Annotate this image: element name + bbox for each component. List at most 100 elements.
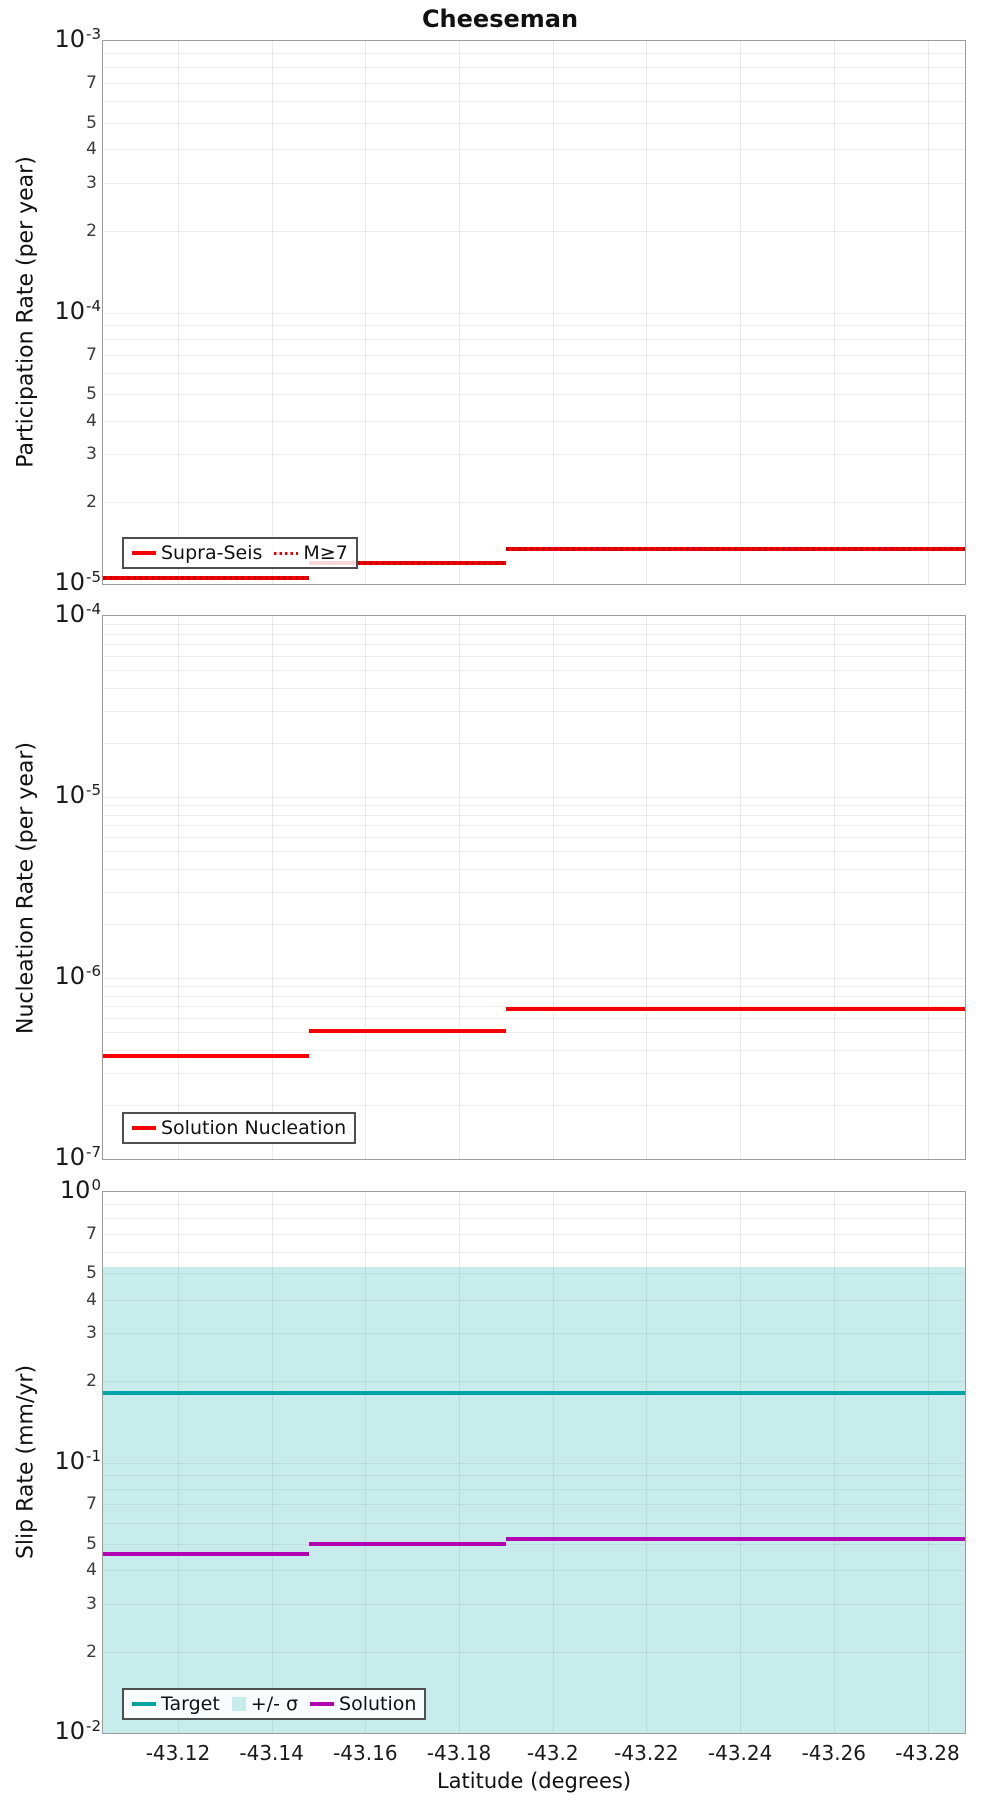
x-tick-label: -43.28: [895, 1741, 960, 1765]
x-tick-label: -43.24: [707, 1741, 773, 1765]
y-tick-exponent: -5: [86, 781, 101, 799]
legend-item-solution-nucleation: Solution Nucleation: [132, 1117, 346, 1139]
gridline-x: [271, 616, 273, 1159]
gridline-x: [365, 616, 367, 1159]
gridline-y: [103, 1603, 965, 1605]
y-axis-label-nucleation: Nucleation Rate (per year): [13, 742, 39, 1034]
y-tick-exponent: 0: [91, 1176, 101, 1194]
gridline-y: [103, 1381, 965, 1383]
gridline-y: [103, 670, 965, 672]
y-minor-tick-label: 7: [86, 1494, 97, 1515]
series-solution-segment: [103, 1551, 310, 1556]
gridline-y: [103, 1543, 965, 1545]
gridline-y: [103, 1462, 965, 1464]
gridline-y: [103, 1006, 965, 1008]
y-tick-label-nucleation: 10-6: [54, 962, 101, 990]
gridline-y: [103, 101, 965, 103]
gridline-y: [103, 869, 965, 871]
gridline-y: [103, 851, 965, 853]
line-swatch-icon: [274, 551, 299, 555]
gridline-x: [927, 41, 929, 584]
legend-item-target: Target: [132, 1693, 220, 1715]
gridline-x: [459, 41, 461, 584]
y-tick-exponent: -2: [86, 1717, 101, 1735]
gridline-y: [103, 312, 965, 314]
gridline-y: [103, 1018, 965, 1020]
series-m-7-segment: [505, 546, 965, 551]
panel-slip: Target +/- σ Solution: [102, 1191, 966, 1734]
gridline-y: [103, 1104, 965, 1106]
gridline-y: [103, 354, 965, 356]
series-solution-nucleation-segment: [309, 1028, 506, 1033]
gridline-x: [927, 1192, 929, 1733]
gridline-y: [103, 67, 965, 69]
gridline-y: [103, 53, 965, 55]
series-m-7-segment: [309, 560, 506, 565]
gridline-x: [177, 1192, 179, 1733]
legend-label: Supra-Seis: [161, 542, 263, 564]
gridline-y: [103, 1651, 965, 1653]
y-tick-exponent: -5: [86, 568, 101, 586]
gridline-y: [103, 825, 965, 827]
sigma-band: [103, 1266, 965, 1733]
panel-nucleation: Solution Nucleation: [102, 615, 966, 1160]
gridline-y: [103, 1072, 965, 1074]
gridline-y: [103, 814, 965, 816]
gridline-x: [552, 616, 554, 1159]
gridline-x: [459, 1192, 461, 1733]
gridline-x: [552, 1192, 554, 1733]
gridline-x: [365, 1192, 367, 1733]
gridline-y: [103, 1050, 965, 1052]
series-m-7-segment: [103, 576, 310, 581]
gridline-x: [646, 1192, 648, 1733]
gridline-y: [103, 891, 965, 893]
legend-participation: Supra-Seis M≥7: [122, 537, 358, 569]
gridline-y: [103, 1252, 965, 1253]
gridline-y: [103, 1032, 965, 1034]
gridline-x: [177, 41, 179, 584]
gridline-y: [103, 633, 965, 635]
y-tick-exponent: -4: [86, 600, 101, 618]
line-swatch-icon: [132, 551, 156, 555]
y-minor-tick-label: 3: [86, 1593, 97, 1614]
line-swatch-icon: [310, 1702, 335, 1706]
gridline-y: [103, 995, 965, 997]
y-tick-exponent: -1: [86, 1446, 101, 1465]
gridline-x: [833, 41, 835, 584]
legend-label: +/- σ: [250, 1693, 299, 1715]
legend-item-supra-seis: Supra-Seis: [132, 542, 262, 564]
sigma-swatch-icon: [231, 1697, 246, 1711]
y-tick-exponent: -4: [86, 296, 101, 315]
series-target-segment: [103, 1391, 965, 1396]
gridline-x: [646, 616, 648, 1159]
x-tick-label: -43.12: [145, 1741, 211, 1765]
gridline-y: [103, 1204, 965, 1206]
series-solution-nucleation-segment: [505, 1007, 965, 1012]
gridline-x: [271, 1192, 273, 1733]
legend-item-item: +/- σ: [231, 1693, 299, 1715]
y-tick-label-participation: 10-5: [54, 568, 101, 596]
y-tick-label-slip: 10-1: [54, 1446, 101, 1475]
legend-nucleation: Solution Nucleation: [122, 1112, 357, 1144]
y-tick-label-participation: 10-4: [54, 296, 101, 325]
y-tick-exponent: -3: [86, 25, 101, 43]
gridline-y: [103, 1273, 965, 1275]
y-tick-label-nucleation: 10-4: [54, 600, 101, 628]
y-tick-label-participation: 10-3: [54, 25, 101, 53]
gridline-y: [103, 1218, 965, 1220]
x-tick-label: -43.18: [426, 1741, 492, 1765]
gridline-y: [103, 182, 965, 184]
y-minor-tick-label: 2: [86, 1371, 97, 1392]
gridline-x: [927, 616, 929, 1159]
gridline-y: [103, 644, 965, 646]
legend-label: Solution Nucleation: [161, 1117, 347, 1139]
y-tick-label-slip: 100: [59, 1176, 101, 1204]
y-minor-tick-label: 7: [86, 73, 97, 94]
gridline-y: [103, 1333, 965, 1335]
y-tick-label-nucleation: 10-5: [54, 781, 101, 809]
y-minor-tick-label: 3: [86, 172, 97, 193]
gridline-x: [552, 41, 554, 584]
x-tick-label: -43.14: [239, 1741, 304, 1765]
gridline-y: [103, 805, 965, 807]
gridline-y: [103, 1522, 965, 1524]
